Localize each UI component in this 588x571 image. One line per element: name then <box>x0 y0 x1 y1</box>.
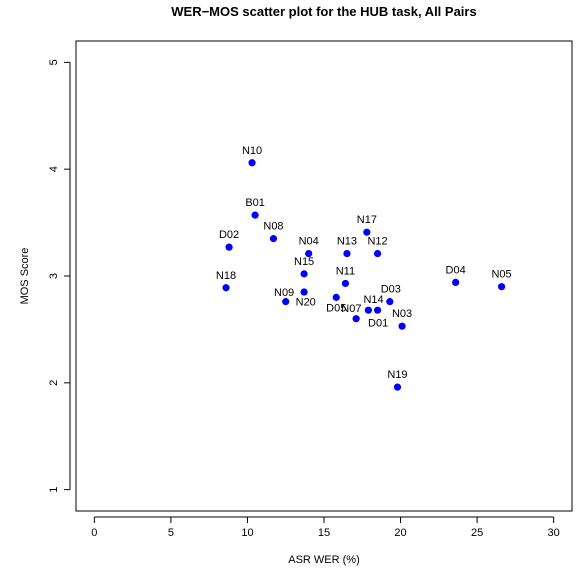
point-label: D01 <box>368 318 388 330</box>
point-label: B01 <box>245 197 265 209</box>
point-label: D02 <box>219 229 239 241</box>
data-point <box>364 306 372 314</box>
point-label: N09 <box>274 287 294 299</box>
point-label: N07 <box>341 303 361 315</box>
point-label: D03 <box>381 284 401 296</box>
data-point <box>393 383 402 391</box>
x-axis-label: ASR WER (%) <box>288 554 360 566</box>
x-tick-label: 30 <box>548 527 560 539</box>
point-label: N17 <box>357 214 377 226</box>
data-point <box>222 284 230 292</box>
data-point <box>225 243 233 251</box>
x-tick-label: 25 <box>471 527 483 539</box>
point-label: N08 <box>263 221 283 233</box>
data-point <box>373 249 382 258</box>
data-point <box>497 283 506 291</box>
x-tick-label: 0 <box>91 527 97 539</box>
x-tick-label: 15 <box>318 527 330 539</box>
data-point <box>269 235 278 243</box>
x-tick-label: 10 <box>241 527 253 539</box>
data-point <box>300 270 308 278</box>
data-point <box>352 315 360 323</box>
data-point <box>300 288 308 296</box>
plot-frame <box>75 40 573 512</box>
point-label: N11 <box>336 265 355 277</box>
point-label: N20 <box>296 297 316 309</box>
data-point <box>332 293 340 301</box>
data-point <box>251 211 259 219</box>
point-label: N15 <box>294 256 314 268</box>
point-label: N05 <box>491 269 511 281</box>
data-point <box>452 278 460 287</box>
data-point <box>282 298 290 306</box>
data-point <box>363 228 371 236</box>
y-tick-label: 2 <box>48 380 60 386</box>
point-label: N03 <box>392 308 412 320</box>
data-point <box>398 322 406 330</box>
chart-title: WER−MOS scatter plot for the HUB task, A… <box>171 4 476 19</box>
y-tick-label: 5 <box>48 59 60 65</box>
point-label: D04 <box>446 264 466 276</box>
data-point <box>373 306 382 314</box>
data-point <box>341 279 350 288</box>
y-tick-label: 3 <box>48 273 60 279</box>
point-label: D05 <box>326 302 346 314</box>
point-label: N13 <box>337 236 357 248</box>
point-label: N18 <box>216 270 236 282</box>
x-axis: 0 5 10 15 20 25 30 <box>91 516 560 539</box>
x-tick-label: 20 <box>394 527 406 539</box>
point-label: N04 <box>299 236 319 248</box>
data-point <box>248 159 256 167</box>
point-label: N12 <box>367 236 387 248</box>
point-label: N19 <box>387 369 407 381</box>
y-tick-label: 4 <box>48 166 60 172</box>
y-axis-label: MOS Score <box>19 248 31 305</box>
x-tick-label: 5 <box>168 527 174 539</box>
point-label: N14 <box>363 294 383 306</box>
data-point <box>386 298 394 306</box>
data-point <box>305 249 313 258</box>
y-axis: 1 2 3 4 5 <box>48 59 71 493</box>
data-point <box>343 249 351 258</box>
y-tick-label: 1 <box>48 487 60 493</box>
point-label: N10 <box>242 145 262 157</box>
